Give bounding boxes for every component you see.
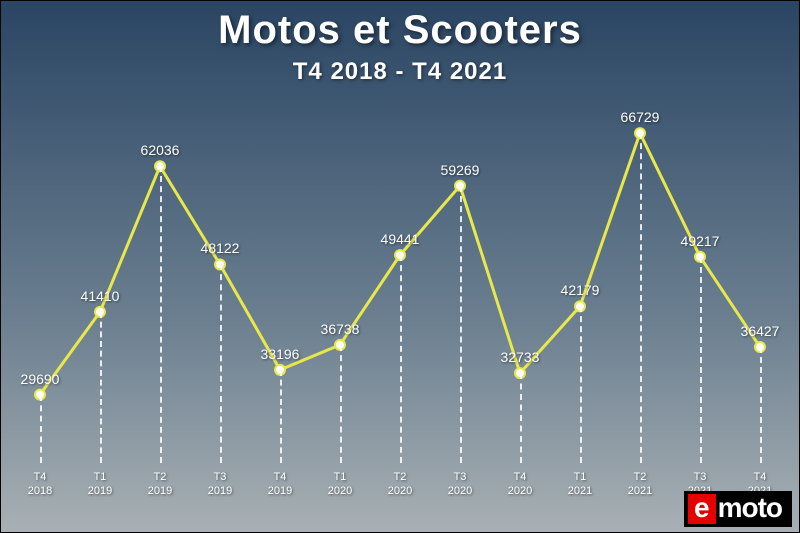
gridline xyxy=(100,312,102,463)
gridline xyxy=(400,255,402,463)
x-axis-label: T42020 xyxy=(495,471,545,499)
gridline xyxy=(760,347,762,463)
gridline xyxy=(160,166,162,463)
x-axis-label: T32019 xyxy=(195,471,245,499)
chart-subtitle: T4 2018 - T4 2021 xyxy=(0,58,800,86)
x-axis-label: T32020 xyxy=(435,471,485,499)
gridline xyxy=(340,345,342,463)
gridline xyxy=(520,373,522,463)
x-axis-label: T12021 xyxy=(555,471,605,499)
logo-prefix: e xyxy=(688,494,716,524)
data-label: 49441 xyxy=(381,231,420,247)
data-label: 29690 xyxy=(21,371,60,387)
x-axis-label: T22020 xyxy=(375,471,425,499)
x-axis-label: T12019 xyxy=(75,471,125,499)
logo-emoto: e moto xyxy=(684,491,792,527)
data-label: 36427 xyxy=(741,323,780,339)
data-label: 32733 xyxy=(501,349,540,365)
data-label: 48122 xyxy=(201,240,240,256)
data-label: 42179 xyxy=(561,282,600,298)
gridline xyxy=(460,186,462,463)
x-axis-label: T22019 xyxy=(135,471,185,499)
gridline xyxy=(280,370,282,463)
x-axis-label: T42019 xyxy=(255,471,305,499)
data-label: 36738 xyxy=(321,321,360,337)
x-axis-label: T42018 xyxy=(15,471,65,499)
gridline xyxy=(640,133,642,463)
gridline xyxy=(220,264,222,463)
x-axis-label: T12020 xyxy=(315,471,365,499)
x-axis-label: T22021 xyxy=(615,471,665,499)
logo-rest: moto xyxy=(716,494,788,524)
data-label: 33196 xyxy=(261,346,300,362)
gridline xyxy=(580,306,582,463)
chart-title: Motos et Scooters xyxy=(0,8,800,53)
data-label: 49217 xyxy=(681,233,720,249)
data-label: 59269 xyxy=(441,162,480,178)
chart-area: T4201829690T1201941410T2201962036T320194… xyxy=(30,110,770,463)
gridline xyxy=(40,395,42,463)
data-label: 62036 xyxy=(141,142,180,158)
data-label: 41410 xyxy=(81,288,120,304)
data-label: 66729 xyxy=(621,109,660,125)
gridline xyxy=(700,257,702,463)
